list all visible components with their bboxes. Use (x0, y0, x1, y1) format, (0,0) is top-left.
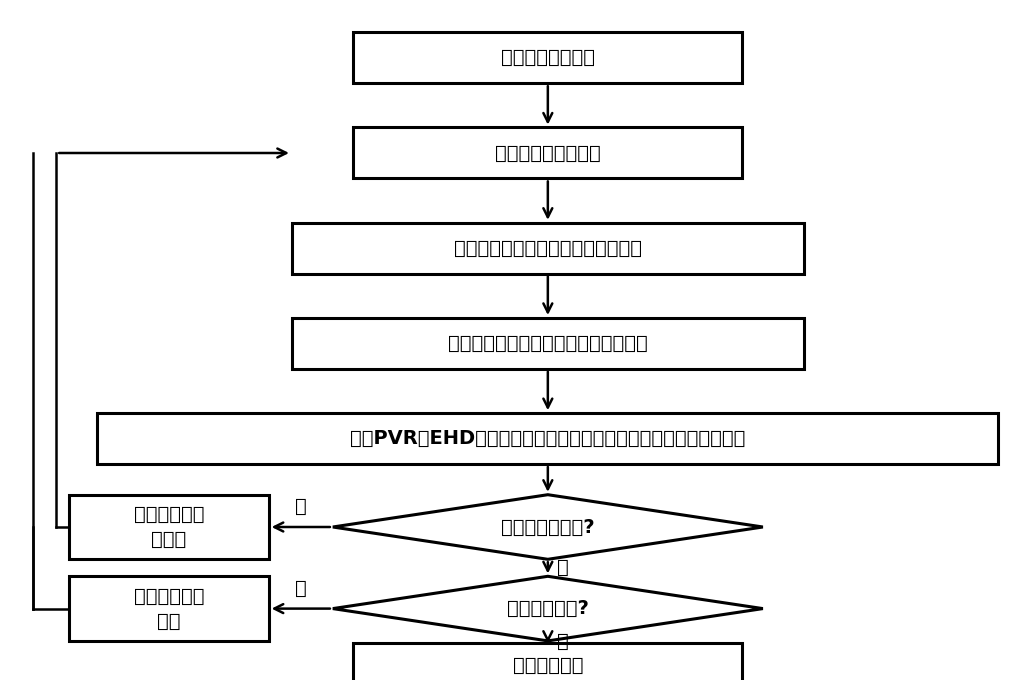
Bar (70, 495, 268, 559)
Text: 给定滚动体位置矢量: 给定滚动体位置矢量 (495, 143, 601, 163)
Bar (292, 318, 804, 369)
Bar (97, 413, 998, 464)
Text: 计算滚动体和套圈之间的几何趋近量: 计算滚动体和套圈之间的几何趋近量 (454, 239, 642, 258)
Text: 滚动体受力平衡?: 滚动体受力平衡? (501, 517, 595, 537)
Text: 套圈受力平衡?: 套圈受力平衡? (507, 599, 589, 618)
Bar (70, 577, 268, 641)
Bar (292, 223, 804, 273)
Text: 输出接触载荷: 输出接触载荷 (513, 656, 583, 675)
Text: 给定套圈位置矢量: 给定套圈位置矢量 (501, 48, 595, 67)
Text: 计算滚动体和套圈之间的平均卷吸速度: 计算滚动体和套圈之间的平均卷吸速度 (447, 334, 648, 353)
Bar (353, 32, 742, 83)
Bar (353, 128, 742, 178)
Text: 考虑PVR和EHD润滑状态，计算油膜厚度、弹性变形量以及接触载荷: 考虑PVR和EHD润滑状态，计算油膜厚度、弹性变形量以及接触载荷 (350, 429, 745, 448)
Text: 否: 否 (295, 497, 306, 516)
Polygon shape (333, 577, 763, 641)
Polygon shape (333, 495, 763, 559)
Text: 更新套圈位置
矢量: 更新套圈位置 矢量 (134, 587, 204, 630)
Text: 是: 是 (557, 632, 569, 651)
Text: 否: 否 (295, 579, 306, 598)
Text: 更新滚动体位
置矢量: 更新滚动体位 置矢量 (134, 505, 204, 549)
Bar (353, 643, 742, 680)
Text: 是: 是 (557, 558, 569, 577)
